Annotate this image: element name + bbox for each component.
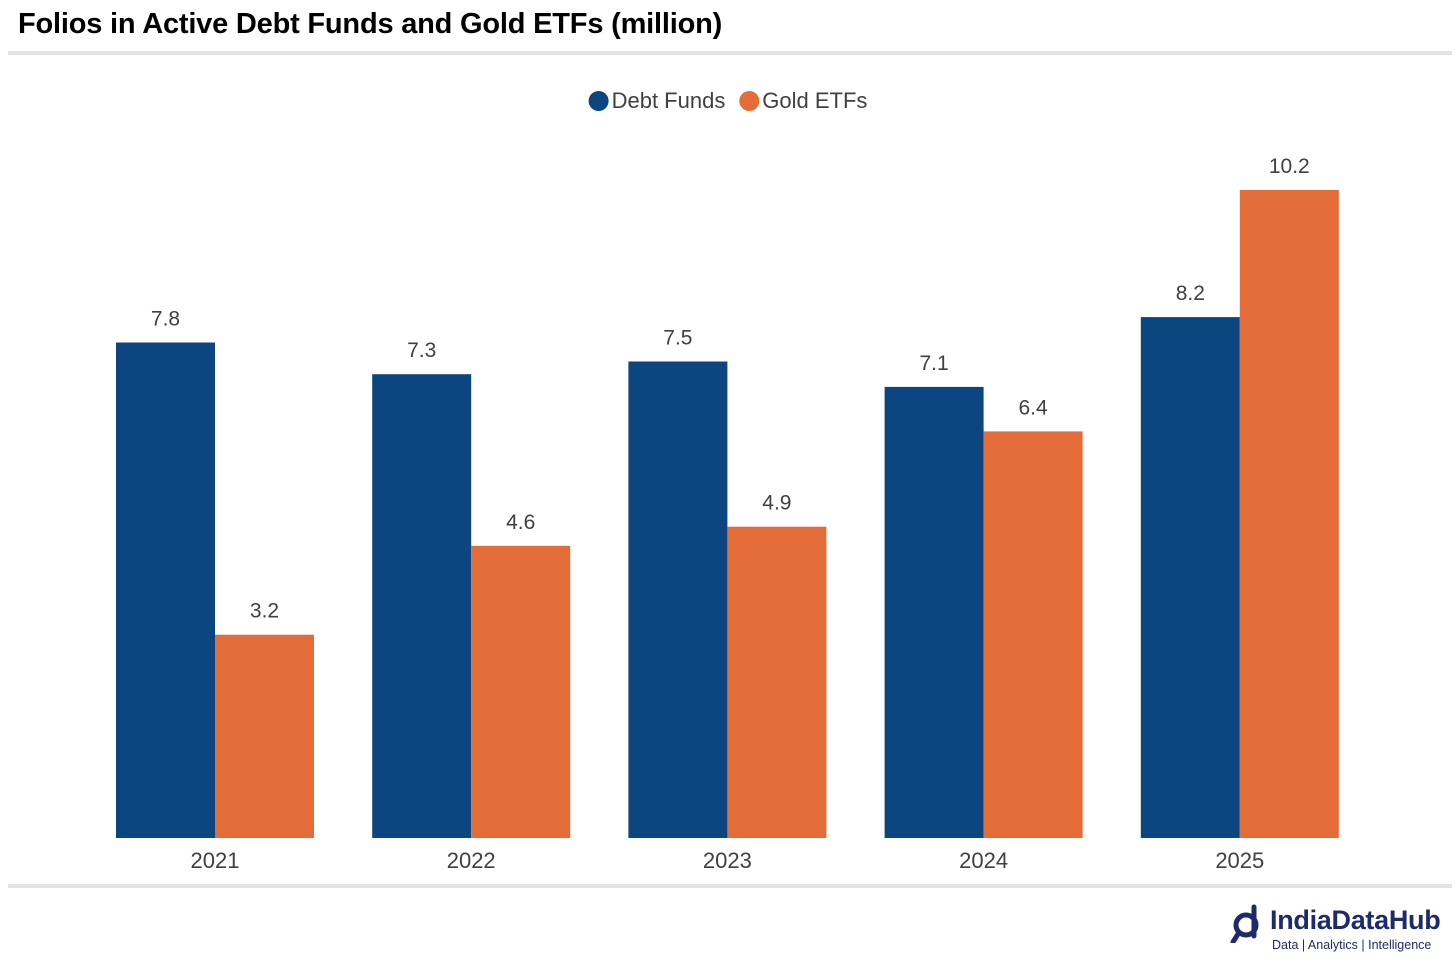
data-label-debt-funds-2025: 8.2 xyxy=(1176,282,1205,305)
data-label-gold-etfs-2024: 6.4 xyxy=(1018,396,1048,419)
legend: Debt Funds Gold ETFs xyxy=(588,88,867,113)
data-label-debt-funds-2021: 7.8 xyxy=(151,308,180,331)
bar-debt-funds-2022 xyxy=(372,374,472,838)
legend-item-debt-funds: Debt Funds xyxy=(588,88,726,113)
data-label-debt-funds-2022: 7.3 xyxy=(407,339,436,362)
legend-label-gold-etfs: Gold ETFs xyxy=(762,88,867,113)
bar-debt-funds-2023 xyxy=(628,361,728,838)
data-label-gold-etfs-2023: 4.9 xyxy=(762,492,791,515)
legend-swatch-debt-funds xyxy=(588,91,609,111)
indiadatahub-logo-icon xyxy=(1230,904,1259,943)
x-tick-2025: 2025 xyxy=(1215,848,1264,873)
bottom-divider xyxy=(8,884,1452,888)
brand-name: IndiaDataHub xyxy=(1270,905,1441,935)
x-tick-2023: 2023 xyxy=(703,848,752,873)
x-tick-2024: 2024 xyxy=(959,848,1008,873)
brand-block: IndiaDataHub Data | Analytics | Intellig… xyxy=(1230,903,1450,959)
bar-gold-etfs-2024 xyxy=(983,431,1083,838)
data-label-gold-etfs-2025: 10.2 xyxy=(1269,155,1310,178)
data-label-gold-etfs-2022: 4.6 xyxy=(506,511,535,534)
bars-group xyxy=(116,190,1339,839)
legend-label-debt-funds: Debt Funds xyxy=(612,88,726,113)
bar-gold-etfs-2025 xyxy=(1239,190,1339,838)
top-divider xyxy=(8,51,1452,55)
x-tick-2021: 2021 xyxy=(191,848,240,873)
bar-debt-funds-2025 xyxy=(1140,317,1240,839)
x-axis-ticks: 2021 2022 2023 2024 2025 xyxy=(191,848,1265,873)
data-labels-group: 7.8 3.2 7.3 4.6 7.5 4.9 7.1 6.4 8.2 10.2 xyxy=(151,155,1310,623)
bar-debt-funds-2024 xyxy=(884,386,984,838)
data-label-debt-funds-2023: 7.5 xyxy=(663,327,692,350)
data-label-debt-funds-2024: 7.1 xyxy=(919,352,948,375)
data-label-gold-etfs-2021: 3.2 xyxy=(250,600,279,623)
brand-tagline: Data | Analytics | Intelligence xyxy=(1272,938,1432,952)
bar-debt-funds-2021 xyxy=(116,342,215,838)
bar-gold-etfs-2021 xyxy=(215,634,314,838)
legend-swatch-gold-etfs xyxy=(739,91,760,111)
bar-gold-etfs-2022 xyxy=(471,545,571,838)
page-title: Folios in Active Debt Funds and Gold ETF… xyxy=(18,8,723,40)
x-tick-2022: 2022 xyxy=(447,848,496,873)
legend-item-gold-etfs: Gold ETFs xyxy=(739,88,867,113)
bar-gold-etfs-2023 xyxy=(727,526,827,838)
